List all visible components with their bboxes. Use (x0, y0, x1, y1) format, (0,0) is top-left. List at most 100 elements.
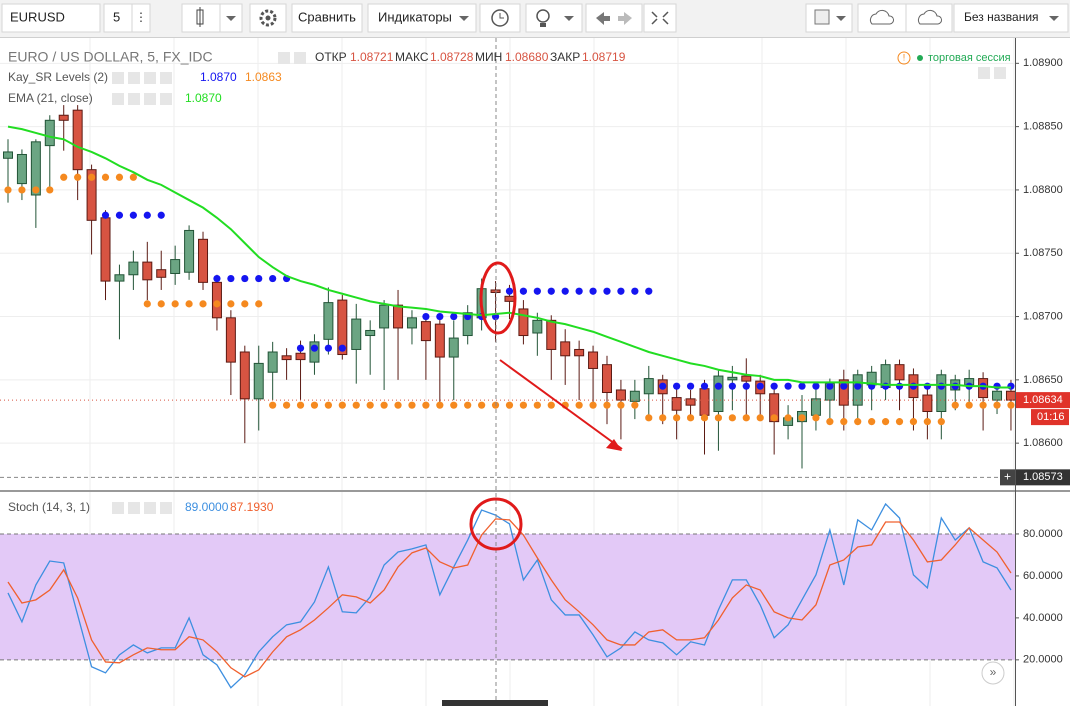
chart-style[interactable] (181, 3, 243, 33)
y-tick-label: 1.08750 (1023, 247, 1063, 259)
level-dot (519, 287, 528, 295)
level-dot (310, 401, 319, 409)
level-dot (324, 401, 332, 409)
readout-label: МАКС (395, 50, 429, 64)
cloud-buttons[interactable] (857, 3, 953, 33)
level-dot (60, 173, 68, 181)
candle-body (295, 352, 306, 361)
candle-body (518, 308, 529, 337)
candle-body (504, 295, 515, 302)
level-dot (645, 414, 653, 422)
crosshair-label: 1.08573 (1023, 471, 1063, 483)
countdown-box (1031, 409, 1069, 426)
ema-line (7, 125, 1011, 389)
candle-body (448, 337, 459, 358)
candle-body (671, 397, 682, 411)
level-dot (450, 401, 458, 409)
level-dot (436, 401, 444, 409)
level-dot (227, 300, 235, 308)
candle-body (16, 153, 27, 185)
candle-body (58, 114, 69, 121)
level-dot (324, 344, 332, 352)
level-dot (450, 312, 458, 321)
level-dot (784, 382, 792, 390)
crosshair-box (1016, 469, 1070, 486)
idea-button[interactable] (525, 3, 583, 33)
level-dot (213, 274, 221, 283)
settings[interactable] (249, 3, 287, 33)
candle-body (546, 319, 557, 350)
level-dot (408, 401, 416, 409)
level-dot (937, 382, 945, 390)
candle-body (30, 141, 41, 196)
interval[interactable]: 5 (113, 9, 120, 24)
candle-body (434, 323, 445, 358)
level-dot (1007, 382, 1015, 390)
layout-name[interactable]: Без названия (964, 10, 1039, 24)
y-tick-label: 60.0000 (1023, 570, 1063, 582)
candle-body (922, 394, 933, 413)
level-dot (617, 401, 625, 409)
svg-text:»: » (990, 665, 997, 679)
alert-button[interactable] (479, 3, 521, 33)
indicator-readout: 89.0000 (185, 500, 229, 514)
level-dot (979, 401, 987, 409)
level-dot (659, 414, 667, 422)
indicators[interactable]: Индикаторы (378, 9, 452, 24)
layout-name-box[interactable]: Без названия (953, 3, 1069, 33)
level-dot (352, 401, 360, 409)
level-dot (338, 401, 346, 409)
symbol[interactable]: EURUSD (10, 9, 65, 24)
candle-body (309, 341, 320, 363)
level-dot (589, 401, 597, 409)
level-dot (589, 287, 597, 295)
level-dot (868, 418, 876, 426)
level-dot (881, 418, 890, 426)
indicators-button[interactable]: Индикаторы (367, 3, 477, 33)
level-dot (798, 414, 806, 422)
candle-body (643, 378, 654, 395)
level-dot (840, 418, 848, 426)
level-dot (101, 211, 110, 219)
level-dot (74, 173, 82, 181)
level-dot (686, 382, 695, 390)
scroll-button[interactable]: » (981, 661, 1005, 685)
candle-body (253, 362, 264, 400)
level-dot (157, 211, 165, 219)
candle-body (225, 317, 236, 363)
readout-value: 1.08680 (505, 50, 549, 64)
level-dot (310, 344, 319, 352)
level-dot (951, 401, 959, 409)
candle-body (769, 393, 780, 423)
candle-body (114, 274, 125, 282)
compare-button[interactable]: Сравнить (291, 3, 363, 33)
compare[interactable]: Сравнить (298, 9, 356, 24)
level-dot (269, 401, 277, 409)
y-tick-label: 20.0000 (1023, 654, 1063, 666)
candle-body (267, 351, 278, 373)
readout-label: ОТКР (315, 50, 347, 64)
level-dot (18, 186, 26, 194)
undo-redo[interactable] (585, 3, 643, 33)
layout-button[interactable] (805, 3, 853, 33)
interval-box[interactable]: 5 ⋮ (103, 3, 151, 33)
level-dot (213, 300, 221, 308)
level-dot (645, 287, 653, 295)
level-dot (895, 382, 904, 390)
level-dot (631, 401, 639, 409)
candle-body (936, 374, 947, 413)
svg-text:!: ! (903, 52, 906, 62)
session-status: торговая сессия (928, 52, 1011, 64)
level-dot (965, 401, 973, 409)
candle-body (128, 261, 139, 276)
level-dot (394, 401, 402, 409)
level-dot (575, 287, 583, 295)
level-dot (283, 401, 291, 409)
fullscreen[interactable] (643, 3, 677, 33)
level-dot (366, 401, 374, 409)
level-dot (547, 287, 555, 295)
candle-body (3, 151, 13, 159)
symbol-box[interactable]: EURUSD (1, 3, 101, 33)
indicator-readout: 1.0870 (185, 91, 222, 105)
